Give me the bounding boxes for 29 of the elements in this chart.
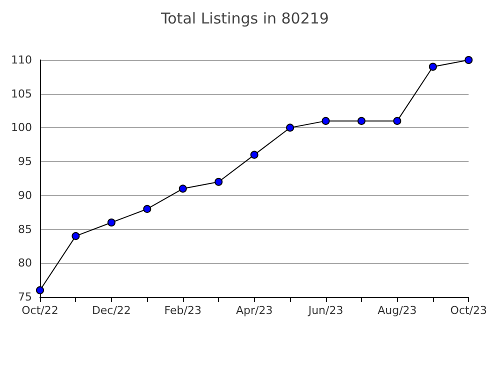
- y-tick-label: 100: [11, 121, 32, 134]
- x-tick-label: Feb/23: [164, 304, 202, 317]
- point: [178, 184, 187, 193]
- y-tick-label: 90: [18, 188, 32, 202]
- point: [107, 218, 116, 227]
- x-tick-label: Oct/22: [22, 304, 58, 317]
- point: [143, 204, 152, 213]
- point: [464, 56, 473, 64]
- y-tick-label: 85: [18, 222, 32, 236]
- point: [72, 232, 80, 240]
- x-tick-label: Dec/22: [92, 304, 131, 317]
- chart-title: Total Listings in 80219: [160, 10, 329, 28]
- point: [357, 116, 366, 125]
- point: [286, 124, 294, 132]
- point: [250, 150, 258, 159]
- x-tick-label: Apr/23: [236, 304, 273, 317]
- point: [428, 62, 437, 71]
- x-tick-label: Jun/23: [307, 304, 344, 317]
- point: [322, 116, 330, 125]
- x-tick-label: Aug/23: [378, 304, 417, 317]
- point: [36, 286, 44, 294]
- point: [214, 178, 223, 186]
- y-tick-label: 75: [18, 290, 32, 304]
- y-tick-label: 105: [11, 87, 32, 100]
- y-tick-label: 95: [18, 155, 32, 168]
- point: [393, 116, 402, 125]
- y-tick-label: 110: [11, 54, 32, 66]
- x-tick-label: Oct/23: [450, 304, 488, 317]
- y-tick-label: 80: [18, 256, 32, 270]
